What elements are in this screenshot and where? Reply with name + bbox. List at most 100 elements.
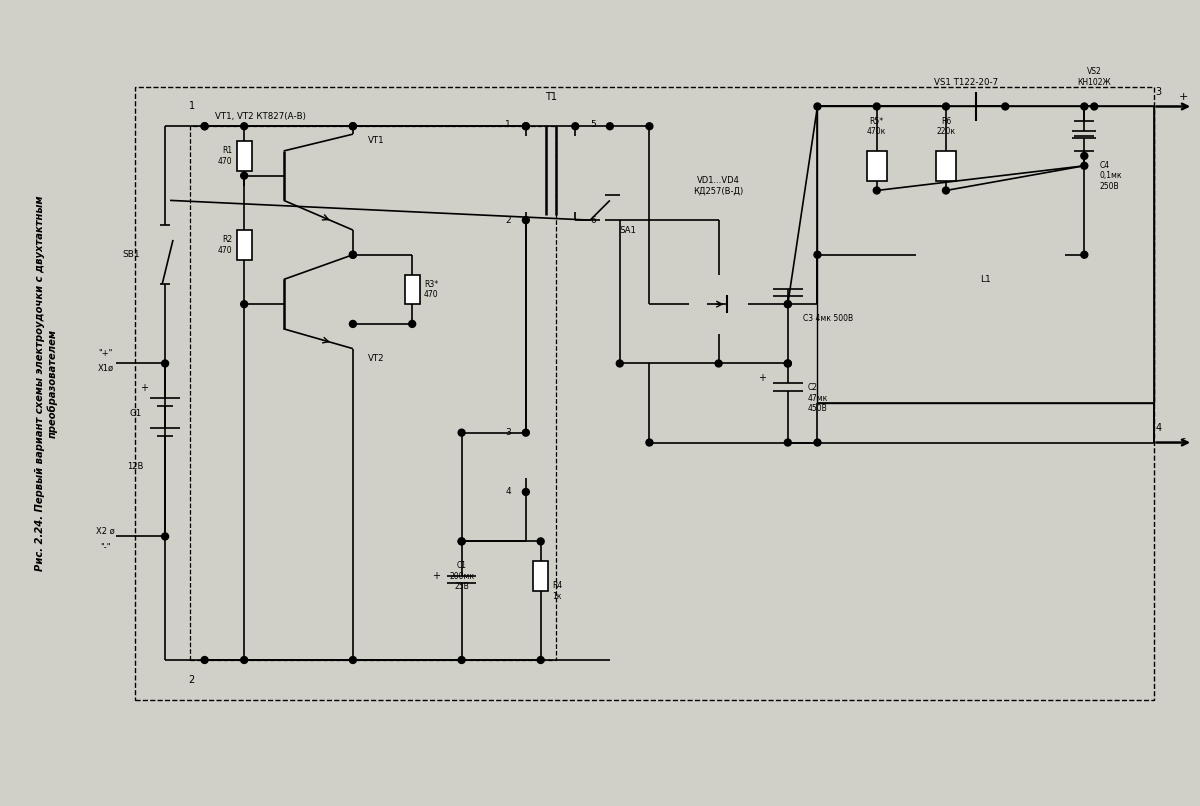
Circle shape: [458, 538, 466, 545]
Circle shape: [785, 301, 791, 308]
Text: 1: 1: [188, 102, 194, 111]
Circle shape: [202, 657, 208, 663]
Text: X2 ø: X2 ø: [96, 527, 115, 536]
Circle shape: [162, 533, 168, 540]
Text: G1: G1: [130, 409, 142, 418]
Circle shape: [646, 439, 653, 446]
Circle shape: [522, 123, 529, 130]
Text: "-": "-": [101, 542, 112, 550]
Bar: [533, 561, 548, 591]
Text: 2: 2: [505, 216, 511, 225]
Text: 1: 1: [505, 120, 511, 129]
Text: 2: 2: [188, 675, 194, 685]
Circle shape: [1081, 251, 1087, 258]
Bar: [236, 230, 252, 260]
Circle shape: [1091, 103, 1098, 110]
Circle shape: [1002, 103, 1009, 110]
Text: C4
0,1мк
250В: C4 0,1мк 250В: [1099, 160, 1122, 190]
Circle shape: [458, 657, 466, 663]
Text: R3*
470: R3* 470: [424, 280, 439, 299]
Circle shape: [646, 123, 653, 130]
Text: "+": "+": [98, 349, 113, 358]
Text: T1: T1: [545, 92, 557, 102]
Text: VS2
КН102Ж: VS2 КН102Ж: [1078, 68, 1111, 87]
Text: 12В: 12В: [127, 463, 144, 472]
Bar: [866, 151, 887, 181]
Text: +: +: [432, 571, 440, 581]
Text: R4
1к: R4 1к: [552, 581, 563, 600]
Circle shape: [814, 103, 821, 110]
Bar: [190, 127, 556, 660]
Text: Рис. 2.24. Первый вариант схемы электроудочки с двухтактным
преобразователем: Рис. 2.24. Первый вариант схемы электроу…: [35, 196, 58, 571]
Bar: [936, 151, 956, 181]
Circle shape: [349, 123, 356, 130]
Bar: [236, 141, 252, 171]
Circle shape: [1081, 162, 1087, 169]
Circle shape: [349, 321, 356, 327]
Circle shape: [409, 321, 415, 327]
Text: +: +: [140, 383, 149, 393]
Circle shape: [572, 123, 578, 130]
Circle shape: [162, 360, 168, 367]
Text: 4: 4: [505, 488, 511, 496]
Circle shape: [715, 360, 722, 367]
Circle shape: [1081, 152, 1087, 160]
Text: VT2: VT2: [367, 354, 384, 363]
Bar: [136, 87, 1153, 700]
Text: SB1: SB1: [122, 250, 140, 260]
Circle shape: [241, 657, 247, 663]
Circle shape: [349, 251, 356, 258]
Text: R5*
470к: R5* 470к: [868, 117, 887, 136]
Text: L1: L1: [980, 275, 991, 284]
Circle shape: [241, 123, 247, 130]
Circle shape: [202, 123, 208, 130]
Circle shape: [814, 439, 821, 446]
Text: R2
470: R2 470: [217, 235, 233, 255]
Circle shape: [942, 103, 949, 110]
Text: VD1...VD4
КД257(В-Д): VD1...VD4 КД257(В-Д): [694, 176, 744, 195]
Text: 3: 3: [505, 428, 511, 437]
Text: С3 4мк 500В: С3 4мк 500В: [803, 314, 853, 323]
Circle shape: [522, 123, 529, 130]
Text: X1ø: X1ø: [97, 364, 114, 373]
Circle shape: [785, 360, 791, 367]
Circle shape: [874, 103, 881, 110]
Text: VT1: VT1: [367, 136, 384, 145]
Circle shape: [538, 538, 544, 545]
Circle shape: [458, 538, 466, 545]
Text: C2
47мк
450В: C2 47мк 450В: [808, 383, 828, 413]
Text: -: -: [1181, 433, 1186, 442]
Circle shape: [522, 217, 529, 223]
Circle shape: [785, 301, 791, 308]
Circle shape: [617, 360, 623, 367]
Bar: [404, 275, 420, 304]
Circle shape: [785, 439, 791, 446]
Text: C1
200мк
25В: C1 200мк 25В: [449, 561, 474, 591]
Text: VT1, VT2 КТ827(А-В): VT1, VT2 КТ827(А-В): [215, 112, 305, 121]
Text: 3: 3: [1156, 87, 1162, 97]
Circle shape: [241, 301, 247, 308]
Bar: [817, 106, 1153, 403]
Circle shape: [522, 488, 529, 496]
Circle shape: [522, 429, 529, 436]
Text: +: +: [1178, 92, 1188, 102]
Circle shape: [874, 187, 881, 194]
Circle shape: [538, 657, 544, 663]
Circle shape: [241, 172, 247, 179]
Circle shape: [349, 123, 356, 130]
Circle shape: [458, 429, 466, 436]
Circle shape: [349, 657, 356, 663]
Text: R6
220к: R6 220к: [936, 117, 955, 136]
Text: R1
470: R1 470: [217, 146, 233, 165]
Text: SA1: SA1: [619, 226, 637, 235]
Circle shape: [942, 187, 949, 194]
Circle shape: [814, 251, 821, 258]
Text: 6: 6: [590, 216, 596, 225]
Text: 5: 5: [590, 120, 596, 129]
Text: VS1 Т122-20-7: VS1 Т122-20-7: [934, 77, 997, 87]
Circle shape: [785, 360, 791, 367]
Circle shape: [202, 123, 208, 130]
Circle shape: [1081, 103, 1087, 110]
Text: +: +: [758, 373, 766, 384]
Circle shape: [349, 251, 356, 258]
